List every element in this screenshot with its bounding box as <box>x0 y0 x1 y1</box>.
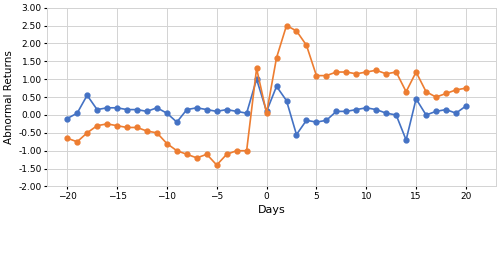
AAR <box>174 120 180 124</box>
CAAR <box>463 87 469 90</box>
CAAR <box>154 131 160 134</box>
AAR <box>264 110 270 113</box>
AAR <box>244 112 250 115</box>
AAR <box>324 119 330 122</box>
CAAR <box>94 124 100 127</box>
AAR <box>284 99 290 102</box>
CAAR <box>453 88 459 91</box>
AAR <box>134 108 140 111</box>
CAAR <box>84 131 90 134</box>
AAR <box>344 110 349 113</box>
AAR <box>423 113 429 117</box>
CAAR <box>304 44 310 47</box>
AAR <box>64 117 70 120</box>
CAAR <box>104 122 110 125</box>
AAR <box>314 120 320 124</box>
AAR <box>104 106 110 109</box>
AAR <box>304 119 310 122</box>
CAAR <box>423 90 429 93</box>
CAAR <box>214 163 220 167</box>
CAAR <box>194 156 200 160</box>
CAAR <box>344 70 349 74</box>
CAAR <box>393 70 399 74</box>
CAAR <box>134 126 140 129</box>
AAR <box>114 106 120 109</box>
AAR <box>184 108 190 111</box>
AAR <box>164 112 170 115</box>
CAAR <box>114 124 120 127</box>
AAR <box>413 97 419 100</box>
AAR <box>254 78 260 81</box>
CAAR <box>144 130 150 133</box>
CAAR <box>274 56 280 59</box>
CAAR <box>284 24 290 27</box>
CAAR <box>184 153 190 156</box>
Line: CAAR: CAAR <box>65 23 468 168</box>
CAAR <box>224 153 230 156</box>
AAR <box>463 104 469 107</box>
CAAR <box>74 140 80 143</box>
CAAR <box>363 70 369 74</box>
AAR <box>274 85 280 88</box>
AAR <box>354 108 360 111</box>
Line: AAR: AAR <box>65 77 468 142</box>
X-axis label: Days: Days <box>258 205 285 215</box>
CAAR <box>413 70 419 74</box>
CAAR <box>294 29 300 32</box>
AAR <box>94 108 100 111</box>
AAR <box>393 113 399 117</box>
Y-axis label: Abnormal Returns: Abnormal Returns <box>4 50 14 144</box>
AAR <box>194 106 200 109</box>
CAAR <box>124 126 130 129</box>
CAAR <box>433 96 439 99</box>
AAR <box>144 110 150 113</box>
AAR <box>154 106 160 109</box>
AAR <box>334 110 340 113</box>
AAR <box>443 108 449 111</box>
CAAR <box>324 74 330 77</box>
CAAR <box>383 72 389 75</box>
AAR <box>214 110 220 113</box>
AAR <box>294 133 300 136</box>
CAAR <box>164 142 170 145</box>
AAR <box>84 94 90 97</box>
CAAR <box>234 149 239 152</box>
CAAR <box>443 92 449 95</box>
AAR <box>383 112 389 115</box>
CAAR <box>354 72 360 75</box>
CAAR <box>64 137 70 140</box>
AAR <box>204 108 210 111</box>
CAAR <box>244 149 250 152</box>
AAR <box>433 110 439 113</box>
AAR <box>74 112 80 115</box>
CAAR <box>314 74 320 77</box>
CAAR <box>334 70 340 74</box>
CAAR <box>403 90 409 93</box>
AAR <box>224 108 230 111</box>
AAR <box>403 138 409 141</box>
CAAR <box>254 67 260 70</box>
AAR <box>373 108 379 111</box>
AAR <box>363 106 369 109</box>
AAR <box>124 108 130 111</box>
CAAR <box>264 112 270 115</box>
CAAR <box>204 153 210 156</box>
AAR <box>234 110 239 113</box>
CAAR <box>174 149 180 152</box>
CAAR <box>373 69 379 72</box>
AAR <box>453 112 459 115</box>
